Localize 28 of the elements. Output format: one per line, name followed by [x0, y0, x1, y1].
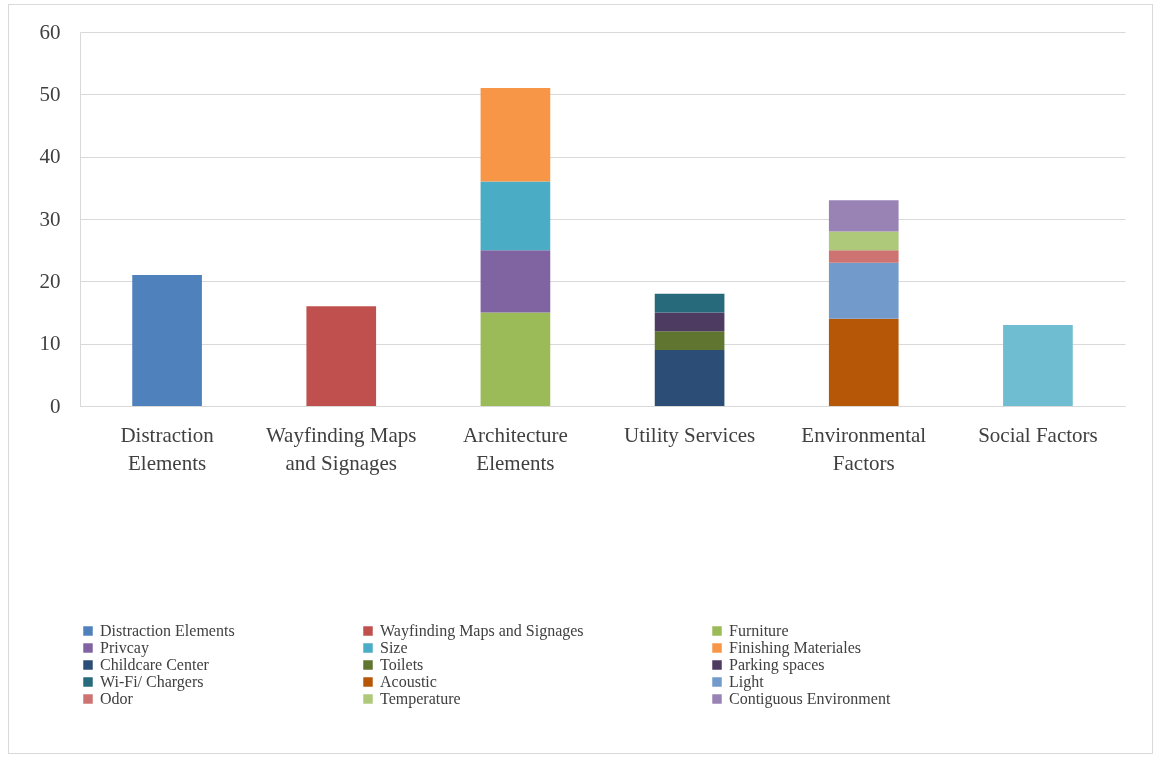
y-tick-label: 40 [39, 144, 61, 169]
legend-label: Acoustic [380, 673, 437, 690]
y-tick-label: 10 [39, 331, 61, 356]
legend-label: Wayfinding Maps and Signages [380, 622, 584, 640]
legend-label: Toilets [380, 656, 424, 673]
legend-label: Wi-Fi/ Chargers [100, 673, 204, 691]
x-tick-label: Architecture Elements [462, 422, 568, 475]
x-tick-label: Wayfinding Maps and Signages [265, 422, 417, 475]
y-tick-label: 0 [50, 393, 61, 418]
y-tick-label: 30 [39, 206, 61, 231]
legend-label: Contiguous Environment [729, 690, 891, 708]
legend-label: Parking spaces [729, 656, 825, 674]
y-tick-label: 20 [39, 268, 61, 293]
legend-label: Temperature [380, 690, 461, 708]
y-tick-label: 50 [39, 81, 61, 106]
legend-label: Light [729, 673, 765, 691]
y-tick-label: 60 [39, 19, 61, 44]
legend-label: Size [380, 639, 408, 656]
legend-label: Finishing Materiales [729, 639, 861, 657]
x-tick-label: Distraction Elements [120, 422, 215, 475]
x-tick-label: Social Factors [978, 422, 1098, 447]
legend-label: Odor [100, 690, 134, 707]
x-tick-label: Environmental Factors [801, 422, 927, 475]
legend-label: Privcay [100, 639, 149, 657]
legend-label: Childcare Center [100, 656, 210, 673]
x-tick-label: Utility Services [623, 422, 756, 447]
legend-label: Furniture [729, 622, 789, 639]
legend-label: Distraction Elements [100, 622, 235, 639]
